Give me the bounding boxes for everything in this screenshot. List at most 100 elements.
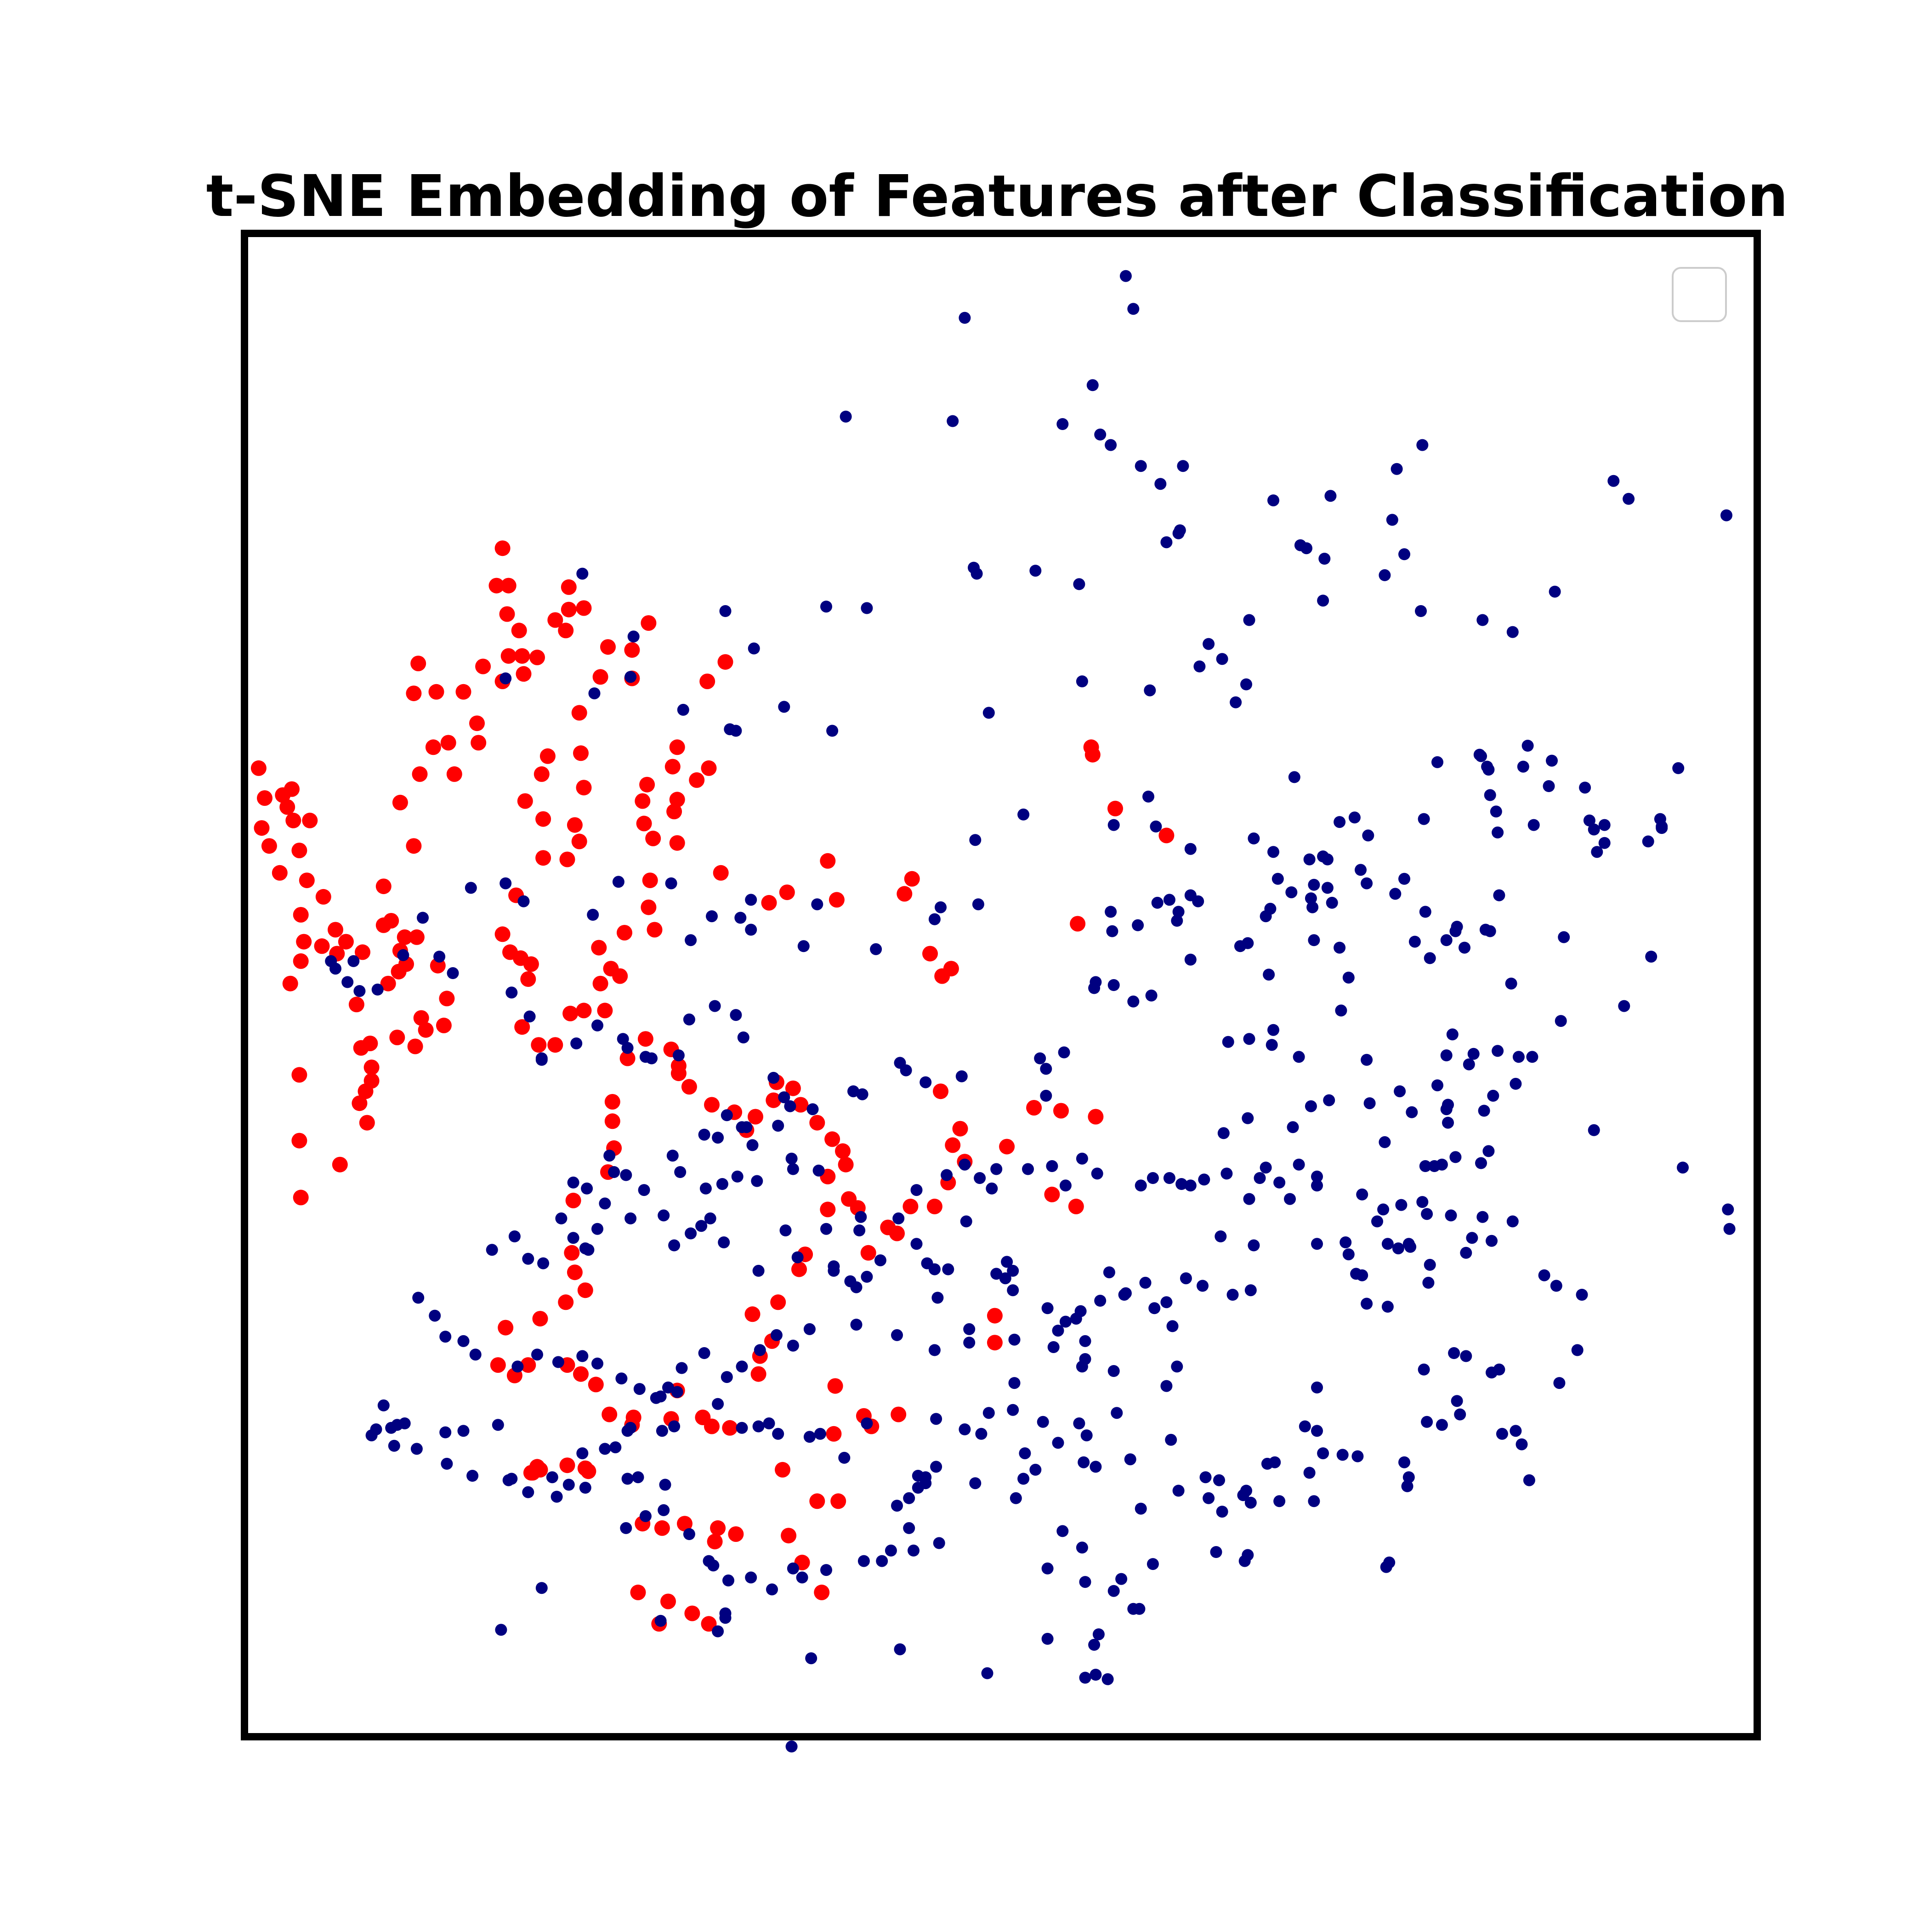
scatter-point-1-385 [787, 1562, 799, 1575]
scatter-point-0-226 [630, 1584, 646, 1600]
scatter-point-0-63 [494, 540, 511, 556]
scatter-point-1-457 [621, 1473, 634, 1485]
scatter-point-1-269 [1398, 873, 1410, 885]
scatter-point-1-541 [974, 1172, 986, 1184]
scatter-point-0-11 [299, 873, 315, 889]
scatter-point-1-9 [1386, 514, 1398, 526]
scatter-point-1-523 [1059, 1315, 1072, 1328]
scatter-point-1-272 [1305, 892, 1317, 905]
scatter-point-1-225 [1103, 1266, 1115, 1279]
scatter-point-0-32 [359, 1115, 375, 1131]
scatter-point-1-423 [754, 1344, 766, 1356]
scatter-point-1-274 [1260, 910, 1272, 923]
scatter-point-1-129 [587, 909, 599, 921]
scatter-point-1-474 [1078, 1456, 1090, 1468]
scatter-point-1-190 [674, 1166, 687, 1178]
scatter-point-1-197 [608, 1166, 620, 1178]
scatter-point-0-85 [494, 926, 511, 942]
scatter-point-1-563 [1579, 782, 1591, 794]
scatter-point-0-116 [641, 615, 657, 631]
scatter-point-1-244 [1361, 1297, 1373, 1310]
scatter-point-1-263 [1555, 1015, 1567, 1027]
scatter-point-1-248 [1392, 1242, 1404, 1255]
scatter-point-1-68 [1334, 816, 1346, 828]
scatter-point-1-473 [1124, 1453, 1136, 1466]
scatter-point-0-23 [314, 938, 330, 954]
scatter-point-0-122 [534, 766, 550, 782]
scatter-point-0-217 [781, 1528, 797, 1544]
scatter-point-1-124 [734, 912, 747, 924]
scatter-point-1-3 [840, 410, 852, 423]
scatter-point-1-550 [1184, 1179, 1197, 1192]
scatter-point-0-151 [695, 1410, 711, 1425]
scatter-point-1-547 [1147, 1172, 1159, 1184]
scatter-point-1-240 [1311, 1238, 1323, 1250]
scatter-point-1-432 [615, 1372, 628, 1385]
scatter-point-1-549 [1175, 1178, 1188, 1190]
scatter-point-1-267 [1479, 924, 1492, 936]
scatter-point-1-435 [552, 1356, 564, 1368]
scatter-point-1-6 [1267, 494, 1279, 507]
scatter-point-1-100 [1517, 760, 1529, 773]
scatter-point-1-544 [1059, 1179, 1072, 1192]
scatter-point-0-111 [669, 792, 685, 808]
scatter-point-0-123 [517, 793, 533, 809]
scatter-point-1-555 [1284, 1193, 1296, 1205]
scatter-point-1-61 [1242, 937, 1254, 949]
scatter-point-1-102 [1546, 754, 1558, 767]
scatter-point-1-160 [784, 1100, 796, 1112]
scatter-point-0-70 [511, 623, 527, 639]
scatter-point-1-35 [1073, 578, 1085, 590]
scatter-point-1-271 [1321, 882, 1334, 894]
scatter-point-1-18 [861, 602, 873, 614]
scatter-point-0-149 [722, 1420, 738, 1436]
scatter-point-1-355 [576, 1447, 589, 1460]
scatter-point-1-409 [1171, 1360, 1183, 1373]
scatter-point-0-53 [406, 686, 422, 702]
scatter-point-1-265 [1558, 931, 1570, 943]
scatter-point-1-137 [353, 985, 366, 997]
scatter-point-1-489 [1356, 1188, 1368, 1201]
scatter-point-0-88 [523, 956, 539, 972]
scatter-point-1-402 [1029, 1463, 1042, 1476]
scatter-point-1-236 [1243, 1193, 1255, 1205]
scatter-point-1-304 [805, 1652, 817, 1665]
scatter-point-1-238 [1293, 1158, 1305, 1171]
scatter-point-1-512 [1463, 1058, 1475, 1071]
scatter-point-1-147 [570, 1037, 583, 1049]
scatter-point-0-31 [352, 1095, 368, 1111]
scatter-point-1-279 [1591, 846, 1603, 858]
scatter-point-1-222 [1052, 1325, 1064, 1337]
scatter-point-1-77 [1293, 1051, 1305, 1063]
scatter-point-1-159 [778, 1091, 790, 1104]
scatter-point-1-421 [787, 1339, 799, 1352]
scatter-point-1-460 [1476, 1211, 1489, 1223]
scatter-point-1-105 [1473, 748, 1486, 761]
scatter-point-0-77 [558, 623, 574, 639]
scatter-point-0-71 [516, 666, 532, 682]
scatter-point-0-17 [291, 1133, 307, 1149]
scatter-point-1-94 [1440, 934, 1453, 946]
scatter-point-1-233 [1248, 1239, 1260, 1252]
scatter-point-1-428 [662, 1381, 674, 1394]
scatter-point-1-150 [621, 1042, 634, 1054]
scatter-point-0-104 [645, 830, 661, 846]
scatter-point-0-96 [592, 975, 608, 991]
scatter-point-1-116 [972, 898, 984, 911]
scatter-point-1-519 [1436, 1419, 1448, 1431]
scatter-point-1-496 [1510, 1425, 1522, 1437]
scatter-point-1-282 [1672, 762, 1685, 774]
scatter-point-1-528 [959, 1423, 971, 1435]
scatter-point-0-163 [498, 1320, 514, 1336]
scatter-point-0-204 [1053, 1103, 1069, 1119]
scatter-point-1-107 [1431, 756, 1443, 768]
scatter-point-1-290 [1379, 569, 1391, 581]
scatter-point-1-536 [855, 1211, 867, 1223]
scatter-point-1-91 [1408, 935, 1421, 948]
scatter-point-0-36 [383, 913, 399, 929]
scatter-point-1-280 [1642, 835, 1654, 848]
scatter-point-1-7 [1324, 490, 1337, 502]
scatter-point-1-206 [699, 1182, 712, 1195]
scatter-point-1-320 [1041, 1562, 1054, 1575]
scatter-point-1-259 [1431, 1079, 1443, 1092]
